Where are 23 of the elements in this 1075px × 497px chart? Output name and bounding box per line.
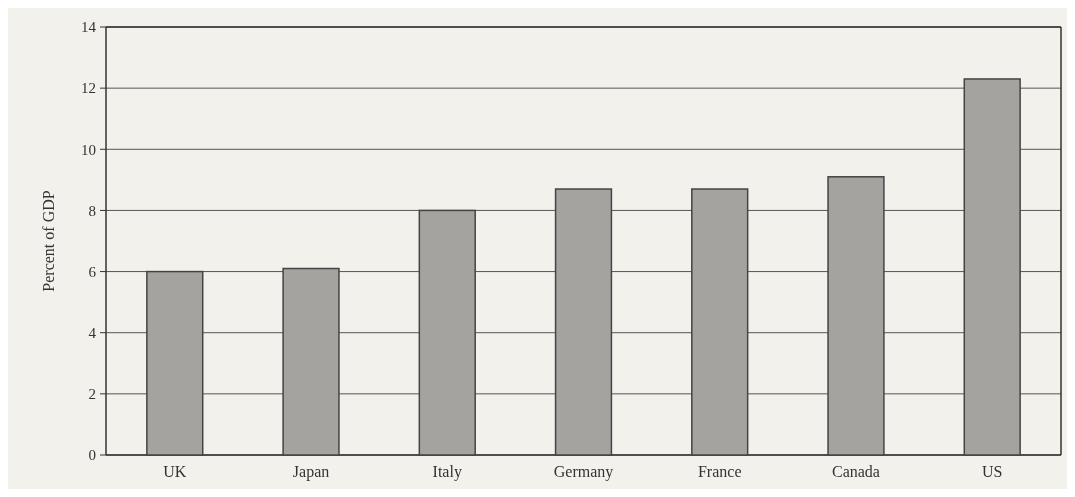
- y-tick-label: 14: [81, 19, 97, 36]
- bar: [282, 267, 340, 456]
- y-tick-label: 10: [81, 141, 96, 158]
- bar: [827, 176, 885, 456]
- x-tick-label: Canada: [831, 463, 880, 480]
- bar: [146, 270, 204, 456]
- y-axis-title: Percent of GDP: [40, 190, 57, 292]
- x-tick-label: US: [981, 463, 1003, 480]
- x-tick-label: Germany: [553, 463, 614, 481]
- x-tick-label: UK: [163, 463, 187, 480]
- x-tick-label: Italy: [432, 463, 462, 481]
- y-tick-label: 0: [88, 447, 96, 464]
- bar: [963, 78, 1021, 456]
- x-tick-label: France: [697, 463, 742, 480]
- y-tick-label: 4: [88, 324, 97, 341]
- bar: [554, 188, 613, 456]
- y-tick-label: 2: [88, 386, 96, 403]
- bar: [418, 209, 476, 456]
- y-tick-label: 6: [88, 263, 97, 280]
- y-tick-label: 8: [88, 202, 96, 219]
- bar: [691, 188, 749, 456]
- y-tick-label: 12: [81, 80, 96, 97]
- x-tick-label: Japan: [292, 463, 330, 481]
